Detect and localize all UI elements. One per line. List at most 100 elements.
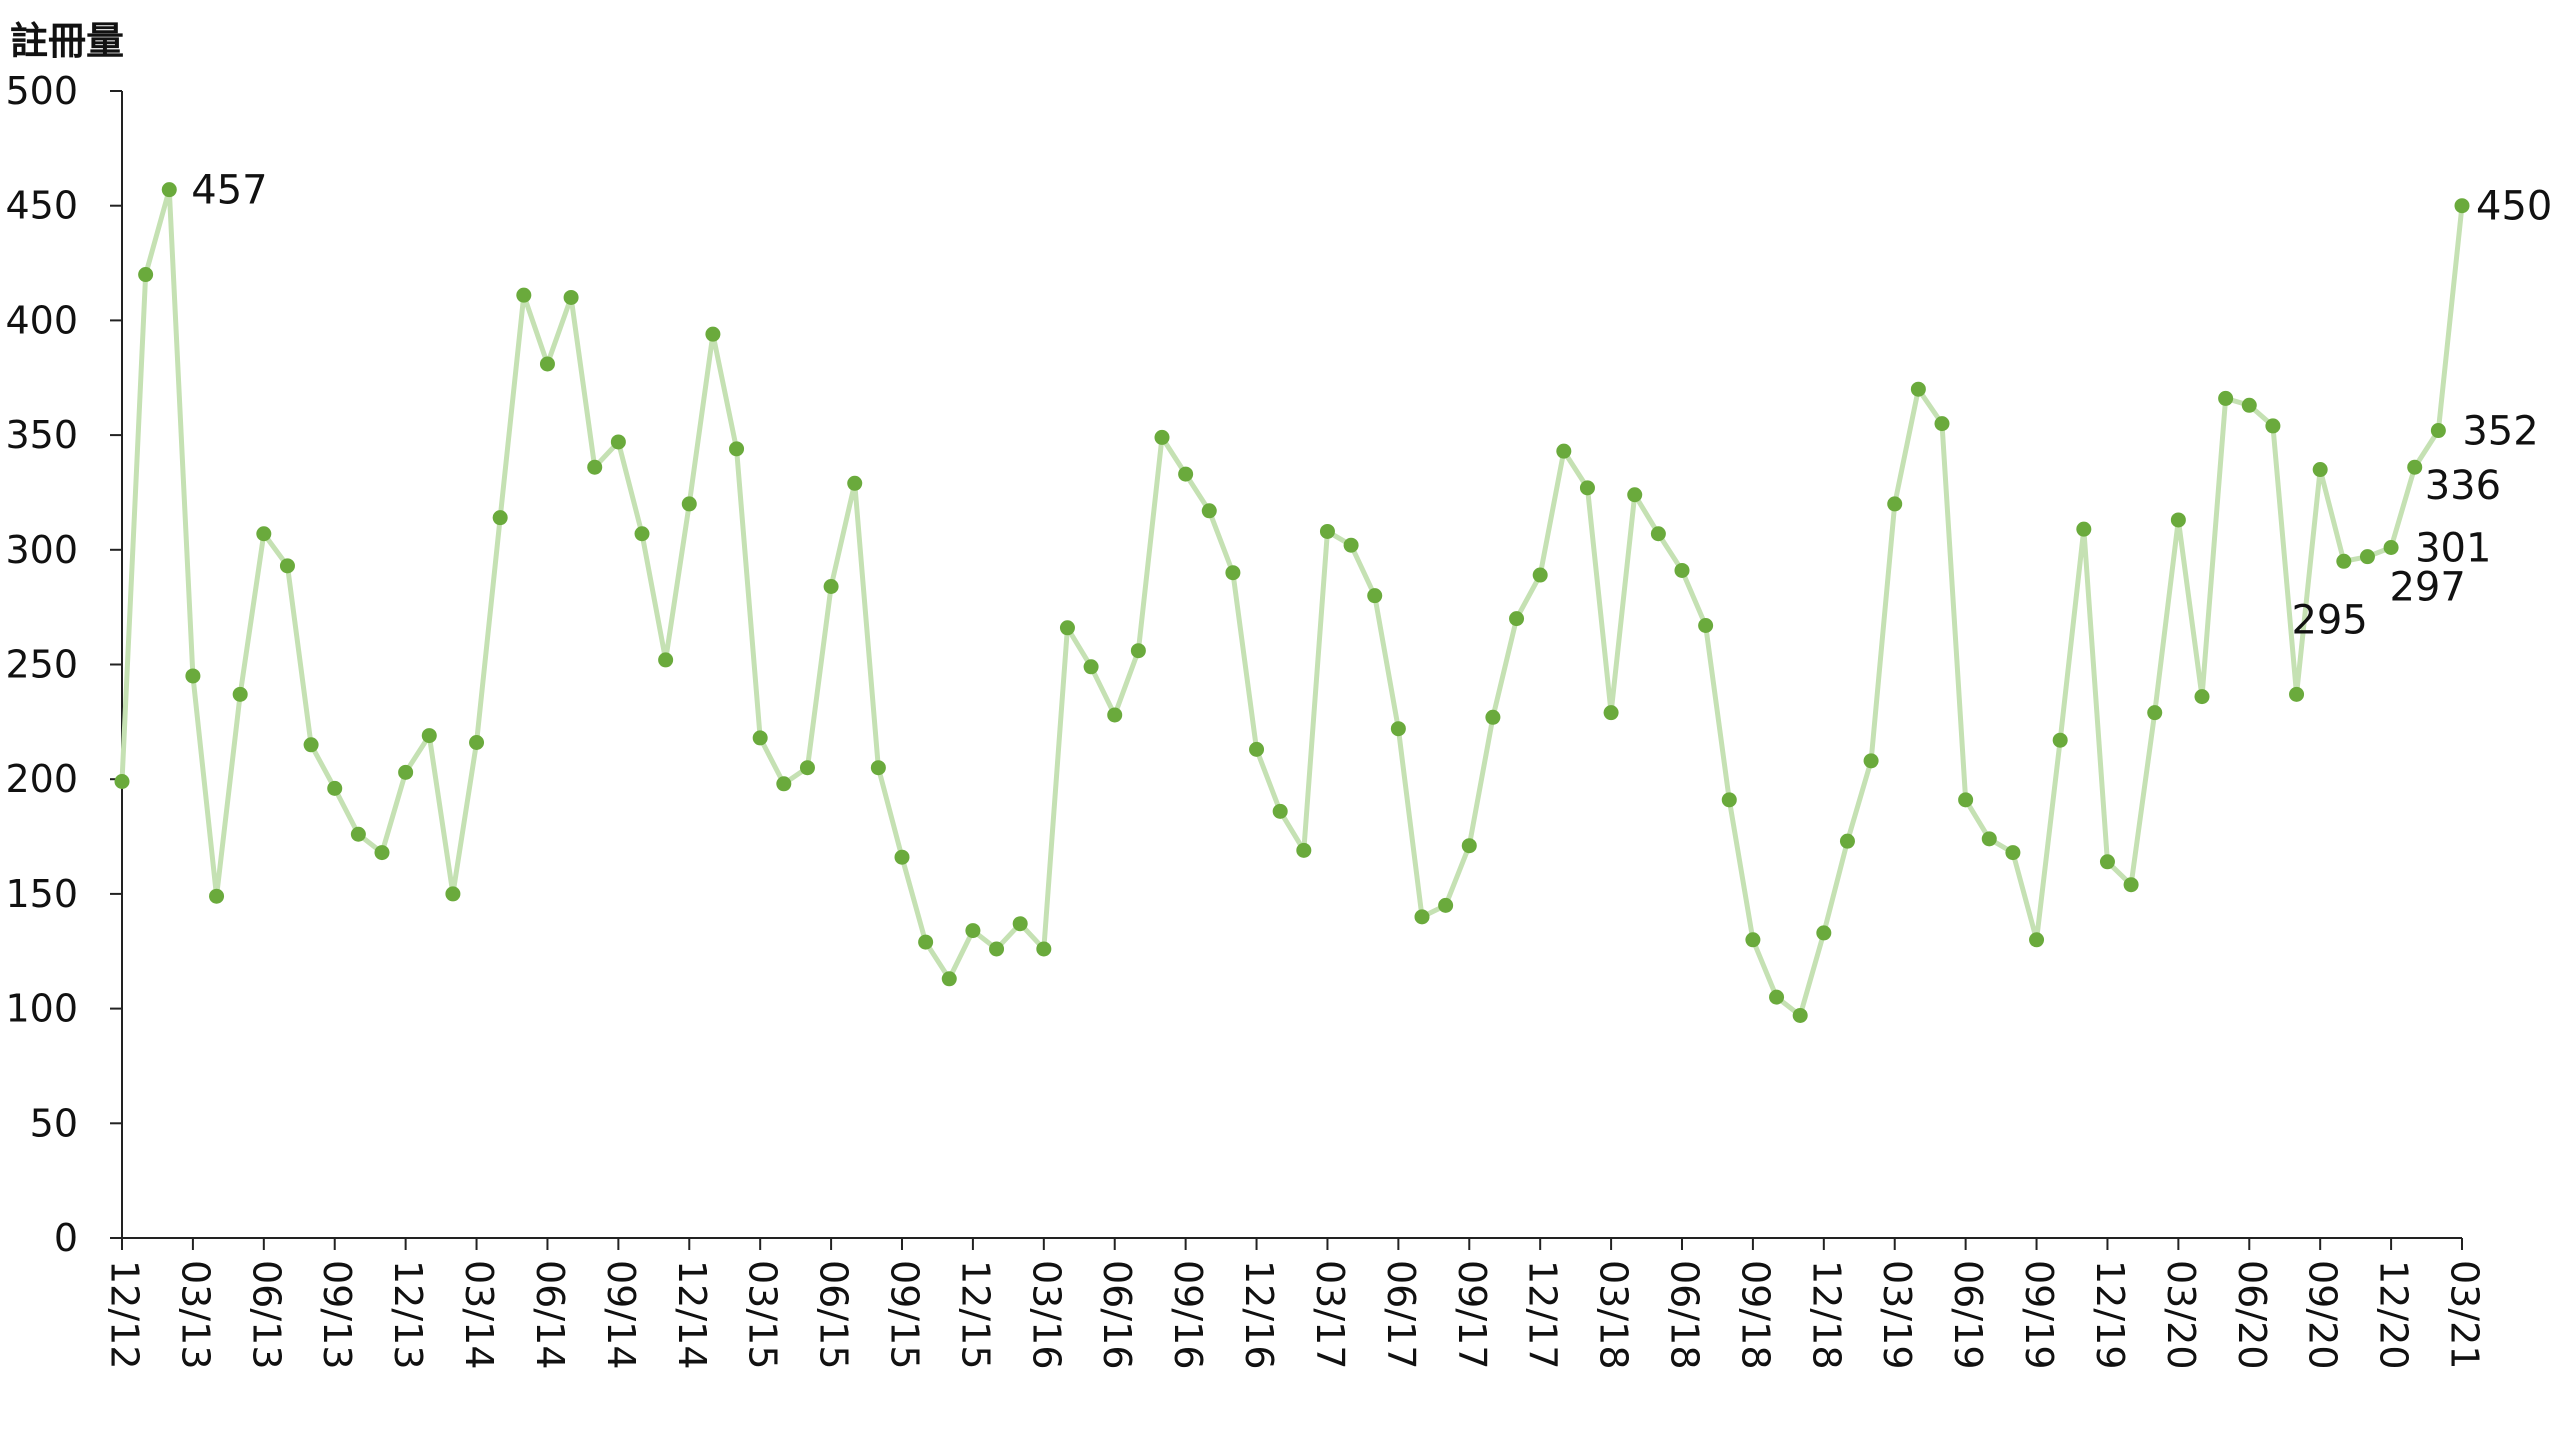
data-point <box>138 267 154 283</box>
data-point <box>327 780 343 796</box>
data-point <box>2123 877 2139 893</box>
data-point <box>114 773 130 789</box>
x-tick-label: 06/20 <box>2230 1260 2274 1370</box>
x-tick-label: 12/16 <box>1237 1260 1281 1370</box>
data-point <box>729 441 745 457</box>
data-point <box>1721 792 1737 808</box>
data-point <box>209 888 225 904</box>
axes <box>121 91 2462 1239</box>
data-point <box>1059 620 1075 636</box>
data-point <box>776 776 792 792</box>
x-tick-label: 03/14 <box>457 1260 501 1370</box>
x-tick-label: 12/17 <box>1521 1260 1565 1370</box>
data-point <box>279 558 295 574</box>
data-point <box>681 496 697 512</box>
data-point <box>1154 429 1170 445</box>
x-tick-label: 09/16 <box>1166 1260 1210 1370</box>
data-point <box>1343 537 1359 553</box>
data-point <box>563 289 579 305</box>
x-tick-label: 12/14 <box>670 1260 714 1370</box>
data-label: 336 <box>2425 463 2501 509</box>
data-point <box>2383 540 2399 556</box>
data-point <box>374 845 390 861</box>
data-point <box>1178 466 1194 482</box>
data-point <box>1225 565 1241 581</box>
data-point <box>1650 526 1666 542</box>
data-point <box>1958 792 1974 808</box>
y-tick-label: 400 <box>5 298 78 342</box>
data-point <box>2005 845 2021 861</box>
data-label: 450 <box>2476 184 2552 230</box>
x-axis-ticks: 12/12 03/13 06/13 09/13 12/13 03/14 06/14 09/14… <box>103 1238 2487 1370</box>
data-point <box>2359 549 2375 565</box>
x-tick-label: 03/18 <box>1592 1260 1636 1370</box>
y-axis-title: 註冊量 <box>10 19 124 63</box>
x-tick-label: 09/13 <box>315 1260 359 1370</box>
x-tick-label: 06/14 <box>528 1260 572 1370</box>
data-point <box>350 826 366 842</box>
data-point <box>2265 418 2281 434</box>
data-point <box>2170 512 2186 528</box>
data-point <box>1863 753 1879 769</box>
x-tick-label: 03/17 <box>1308 1260 1352 1370</box>
x-tick-label: 06/13 <box>244 1260 288 1370</box>
data-point <box>2312 462 2328 478</box>
data-point <box>2407 459 2423 475</box>
data-point <box>1745 932 1761 948</box>
x-tick-label: 09/18 <box>1733 1260 1777 1370</box>
data-point <box>1769 989 1785 1005</box>
x-tick-label: 12/19 <box>2088 1260 2132 1370</box>
data-point <box>1367 588 1383 604</box>
data-point <box>847 475 863 491</box>
data-point <box>445 886 461 902</box>
y-tick-label: 250 <box>5 643 78 687</box>
data-point <box>1249 741 1265 757</box>
x-tick-label: 06/19 <box>1946 1260 1990 1370</box>
data-point <box>1579 480 1595 496</box>
data-point <box>1839 833 1855 849</box>
data-point <box>2029 932 2045 948</box>
y-tick-label: 200 <box>5 757 78 801</box>
data-point <box>1414 909 1430 925</box>
data-point <box>823 579 839 595</box>
data-point <box>587 459 603 475</box>
data-point <box>1910 381 1926 397</box>
data-point <box>634 526 650 542</box>
data-point <box>2099 854 2115 870</box>
data-point <box>256 526 272 542</box>
data-point <box>539 356 555 372</box>
data-point <box>1107 707 1123 723</box>
data-point <box>1130 643 1146 659</box>
data-point <box>1816 925 1832 941</box>
data-point <box>1887 496 1903 512</box>
data-point <box>2218 390 2234 406</box>
x-tick-label: 12/12 <box>103 1260 147 1370</box>
x-tick-label: 03/13 <box>173 1260 217 1370</box>
x-tick-label: 09/19 <box>2017 1260 2061 1370</box>
data-point <box>918 934 934 950</box>
data-point <box>1083 659 1099 675</box>
data-point <box>1509 611 1525 627</box>
x-tick-label: 03/15 <box>741 1260 785 1370</box>
x-tick-label: 09/14 <box>599 1260 643 1370</box>
x-tick-label: 03/19 <box>1875 1260 1919 1370</box>
data-point <box>2430 423 2446 439</box>
data-point <box>232 686 248 702</box>
data-label: 297 <box>2389 565 2465 611</box>
data-point <box>1934 416 1950 432</box>
data-point <box>303 737 319 753</box>
x-tick-label: 06/17 <box>1379 1260 1423 1370</box>
data-label: 295 <box>2291 597 2367 643</box>
data-point <box>870 760 886 776</box>
data-point <box>1532 567 1548 583</box>
data-point <box>1272 803 1288 819</box>
data-points <box>114 182 2470 1023</box>
x-tick-label: 12/13 <box>386 1260 430 1370</box>
data-point <box>658 652 674 668</box>
x-tick-label: 09/17 <box>1450 1260 1494 1370</box>
data-point <box>705 326 721 342</box>
x-tick-label: 03/16 <box>1024 1260 1068 1370</box>
